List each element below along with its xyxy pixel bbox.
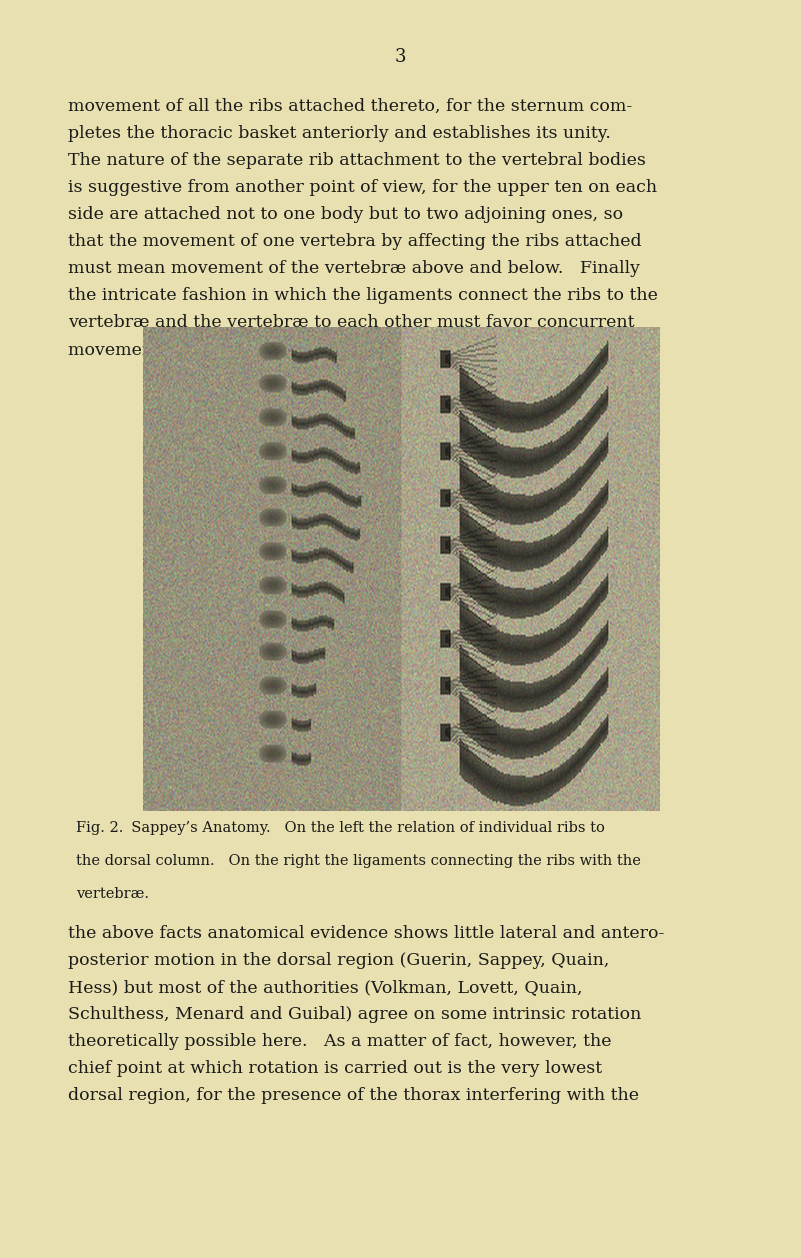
Text: vertebræ.: vertebræ. [76, 887, 149, 901]
Text: that the movement of one vertebra by affecting the ribs attached: that the movement of one vertebra by aff… [68, 233, 642, 250]
Text: vertebræ and the vertebræ to each other must favor concurrent: vertebræ and the vertebræ to each other … [68, 314, 634, 332]
Text: posterior motion in the dorsal region (Guerin, Sappey, Quain,: posterior motion in the dorsal region (G… [68, 951, 610, 969]
Text: the dorsal column.   On the right the ligaments connecting the ribs with the: the dorsal column. On the right the liga… [76, 854, 641, 868]
Text: Hess) but most of the authorities (Volkman, Lovett, Quain,: Hess) but most of the authorities (Volkm… [68, 979, 582, 996]
Text: movement of all the ribs attached thereto, for the sternum com-: movement of all the ribs attached theret… [68, 98, 632, 116]
Text: The nature of the separate rib attachment to the vertebral bodies: The nature of the separate rib attachmen… [68, 152, 646, 170]
Text: the above facts anatomical evidence shows little lateral and antero-: the above facts anatomical evidence show… [68, 925, 665, 942]
Text: the intricate fashion in which the ligaments connect the ribs to the: the intricate fashion in which the ligam… [68, 287, 658, 304]
Text: dorsal region, for the presence of the thorax interfering with the: dorsal region, for the presence of the t… [68, 1087, 639, 1105]
Text: 3: 3 [395, 48, 406, 65]
Text: Schulthess, Menard and Guibal) agree on some intrinsic rotation: Schulthess, Menard and Guibal) agree on … [68, 1006, 642, 1023]
Text: pletes the thoracic basket anteriorly and establishes its unity.: pletes the thoracic basket anteriorly an… [68, 125, 611, 142]
Text: must mean movement of the vertebræ above and below.   Finally: must mean movement of the vertebræ above… [68, 260, 640, 278]
Text: is suggestive from another point of view, for the upper ten on each: is suggestive from another point of view… [68, 179, 657, 196]
Text: Sappey’s Anatomy.   On the left the relation of individual ribs to: Sappey’s Anatomy. On the left the relati… [122, 821, 605, 835]
Text: side are attached not to one body but to two adjoining ones, so: side are attached not to one body but to… [68, 206, 623, 224]
Text: theoretically possible here.   As a matter of fact, however, the: theoretically possible here. As a matter… [68, 1033, 612, 1050]
Text: Fig. 2.: Fig. 2. [76, 821, 123, 835]
Text: chief point at which rotation is carried out is the very lowest: chief point at which rotation is carried… [68, 1059, 602, 1077]
Text: movement in this dorsal region.   (Fig. 2.)   In agreement with: movement in this dorsal region. (Fig. 2.… [68, 341, 614, 359]
